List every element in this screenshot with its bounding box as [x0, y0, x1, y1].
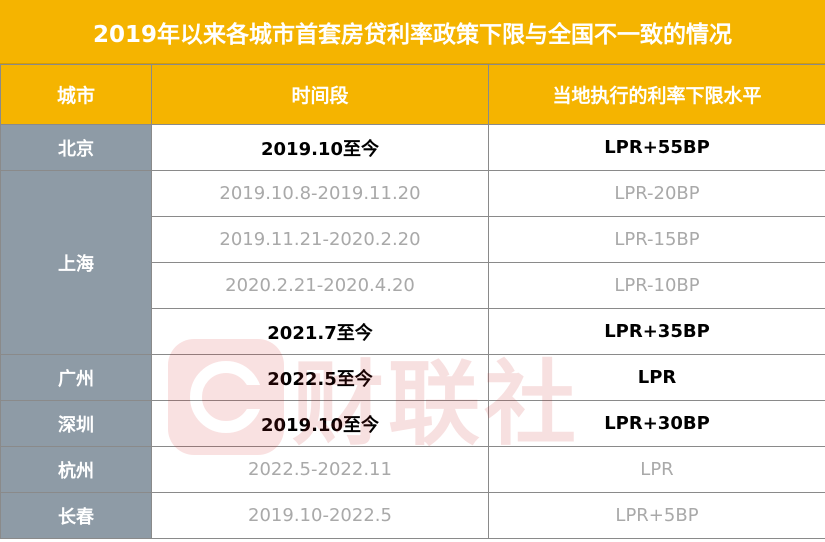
- period-cell: 2022.5至今: [151, 354, 489, 401]
- table-row: 深圳 2019.10至今 LPR+30BP: [0, 400, 825, 447]
- rate-cell: LPR-15BP: [488, 216, 825, 263]
- city-cell: 长春: [0, 492, 152, 539]
- rate-cell: LPR-10BP: [488, 262, 825, 309]
- table-row: 2020.2.21-2020.4.20 LPR-10BP: [1, 262, 825, 309]
- page-title: 2019年以来各城市首套房贷利率政策下限与全国不一致的情况: [0, 0, 825, 64]
- period-cell: 2021.7至今: [151, 308, 489, 355]
- period-cell: 2019.10至今: [151, 124, 489, 171]
- rate-cell: LPR: [488, 446, 825, 493]
- period-cell: 2019.11.21-2020.2.20: [151, 216, 489, 263]
- city-cell: 深圳: [0, 400, 152, 447]
- rate-cell: LPR+55BP: [488, 124, 825, 171]
- header-city: 城市: [0, 64, 152, 125]
- rate-cell: LPR-20BP: [488, 170, 825, 217]
- period-cell: 2019.10.8-2019.11.20: [151, 170, 489, 217]
- city-cell: 上海: [0, 170, 152, 355]
- rate-cell: LPR+30BP: [488, 400, 825, 447]
- city-cell: 广州: [0, 354, 152, 401]
- table-row: 2021.7至今 LPR+35BP: [1, 308, 825, 355]
- table-row: 2019.11.21-2020.2.20 LPR-15BP: [1, 216, 825, 263]
- table-row: 长春 2019.10-2022.5 LPR+5BP: [0, 492, 825, 539]
- header-row: 城市 时间段 当地执行的利率下限水平: [0, 64, 825, 125]
- city-cell: 北京: [0, 124, 152, 171]
- table-row: 杭州 2022.5-2022.11 LPR: [0, 446, 825, 493]
- rate-cell: LPR+35BP: [488, 308, 825, 355]
- period-cell: 2019.10-2022.5: [151, 492, 489, 539]
- header-rate: 当地执行的利率下限水平: [488, 64, 825, 125]
- table-row: 广州 2022.5至今 LPR: [0, 354, 825, 401]
- period-cell: 2022.5-2022.11: [151, 446, 489, 493]
- city-cell: 杭州: [0, 446, 152, 493]
- table-row: 北京 2019.10至今 LPR+55BP: [0, 124, 825, 171]
- rate-cell: LPR: [488, 354, 825, 401]
- table-row: 上海 2019.10.8-2019.11.20 LPR-20BP: [0, 170, 825, 355]
- rate-cell: LPR+5BP: [488, 492, 825, 539]
- period-cell: 2019.10至今: [151, 400, 489, 447]
- rate-table: 城市 时间段 当地执行的利率下限水平 北京 2019.10至今 LPR+55BP…: [0, 64, 825, 539]
- header-period: 时间段: [151, 64, 489, 125]
- period-cell: 2020.2.21-2020.4.20: [151, 262, 489, 309]
